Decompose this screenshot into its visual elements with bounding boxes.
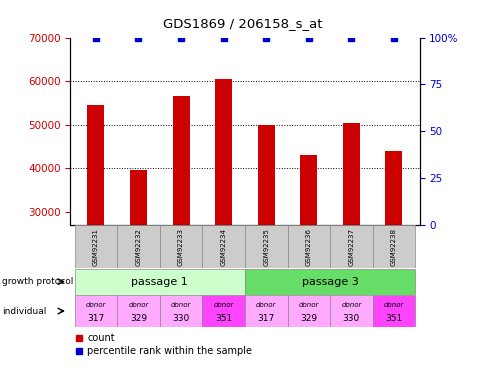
- Text: 329: 329: [130, 314, 147, 322]
- Bar: [87, 105, 104, 225]
- FancyBboxPatch shape: [159, 296, 202, 327]
- Text: donor: donor: [86, 302, 106, 308]
- FancyBboxPatch shape: [117, 296, 159, 327]
- FancyBboxPatch shape: [244, 225, 287, 268]
- Text: 351: 351: [385, 314, 402, 322]
- Point: [304, 36, 312, 42]
- Text: donor: donor: [383, 302, 403, 308]
- Text: 330: 330: [342, 314, 359, 322]
- Text: donor: donor: [213, 302, 233, 308]
- Text: donor: donor: [128, 302, 148, 308]
- Bar: [385, 151, 402, 225]
- FancyBboxPatch shape: [330, 296, 372, 327]
- Text: 329: 329: [300, 314, 317, 322]
- Bar: [130, 171, 147, 225]
- Text: GSM92237: GSM92237: [348, 228, 354, 266]
- Point: [347, 36, 355, 42]
- Text: 351: 351: [214, 314, 232, 322]
- FancyBboxPatch shape: [372, 296, 414, 327]
- FancyBboxPatch shape: [117, 225, 159, 268]
- Text: GSM92234: GSM92234: [220, 228, 226, 266]
- Text: passage 3: passage 3: [301, 277, 358, 286]
- Text: GSM92235: GSM92235: [263, 228, 269, 266]
- FancyBboxPatch shape: [244, 268, 414, 295]
- Bar: [172, 96, 189, 225]
- FancyBboxPatch shape: [202, 296, 244, 327]
- FancyBboxPatch shape: [202, 225, 244, 268]
- Point: [92, 36, 100, 42]
- Text: GSM92231: GSM92231: [92, 228, 99, 266]
- Text: GSM92232: GSM92232: [135, 228, 141, 266]
- FancyBboxPatch shape: [159, 225, 202, 268]
- FancyBboxPatch shape: [372, 225, 414, 268]
- Point: [262, 36, 270, 42]
- Text: donor: donor: [341, 302, 361, 308]
- FancyBboxPatch shape: [330, 225, 372, 268]
- Text: GSM92233: GSM92233: [178, 228, 183, 266]
- Text: donor: donor: [298, 302, 318, 308]
- Text: individual: individual: [2, 307, 46, 316]
- Text: 317: 317: [257, 314, 274, 322]
- FancyBboxPatch shape: [75, 225, 117, 268]
- Bar: [215, 79, 232, 225]
- Text: percentile rank within the sample: percentile rank within the sample: [87, 346, 252, 355]
- Text: GSM92236: GSM92236: [305, 228, 311, 266]
- Text: GSM92238: GSM92238: [390, 228, 396, 266]
- FancyBboxPatch shape: [287, 225, 330, 268]
- Text: 330: 330: [172, 314, 189, 322]
- Point: [134, 36, 142, 42]
- Text: donor: donor: [170, 302, 191, 308]
- FancyBboxPatch shape: [287, 296, 330, 327]
- FancyBboxPatch shape: [244, 296, 287, 327]
- Point: [177, 36, 184, 42]
- Bar: [342, 123, 359, 225]
- Point: [389, 36, 397, 42]
- Point: [219, 36, 227, 42]
- Bar: [300, 155, 317, 225]
- Bar: [257, 125, 274, 225]
- FancyBboxPatch shape: [75, 268, 244, 295]
- Text: growth protocol: growth protocol: [2, 277, 74, 286]
- FancyBboxPatch shape: [75, 296, 117, 327]
- Text: GDS1869 / 206158_s_at: GDS1869 / 206158_s_at: [163, 17, 321, 30]
- Text: passage 1: passage 1: [131, 277, 188, 286]
- Text: 317: 317: [87, 314, 104, 322]
- Text: count: count: [87, 333, 115, 343]
- Text: donor: donor: [256, 302, 276, 308]
